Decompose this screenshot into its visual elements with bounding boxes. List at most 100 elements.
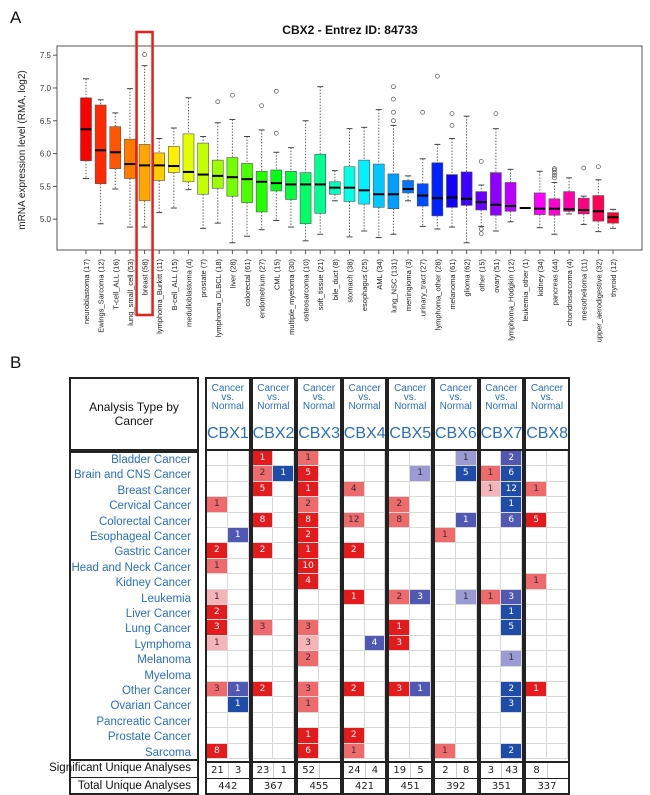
cell-overexpression[interactable]: 2 [252, 466, 274, 482]
cell-overexpression[interactable]: 2 [343, 682, 365, 698]
cell-overexpression[interactable]: 4 [298, 574, 319, 590]
cell-underexpression[interactable]: 1 [455, 512, 477, 528]
cancer-row-label[interactable]: Colorectal Cancer [98, 515, 191, 528]
cell-overexpression[interactable]: 1 [480, 481, 502, 498]
cancer-row-label[interactable]: Head and Neck Cancer [71, 561, 191, 574]
cell-overexpression[interactable]: 8 [207, 743, 228, 759]
cell-overexpression[interactable]: 1 [526, 682, 547, 698]
cell-overexpression[interactable]: 1 [298, 481, 319, 498]
cell-overexpression[interactable]: 1 [343, 589, 365, 605]
cell-underexpression[interactable]: 1 [227, 682, 249, 698]
cell-overexpression[interactable]: 12 [343, 512, 365, 528]
cancer-row-label[interactable]: Liver Cancer [125, 608, 191, 620]
cancer-row-label[interactable]: Lymphoma [134, 638, 191, 651]
gene-header[interactable]: Cancer vs. Normal CBX3 [296, 377, 342, 451]
cell-overexpression[interactable]: 4 [343, 481, 365, 498]
cell-underexpression[interactable]: 1 [501, 497, 523, 513]
cell-overexpression[interactable]: 3 [207, 682, 228, 698]
cell-overexpression[interactable]: 5 [526, 512, 547, 528]
cell-overexpression[interactable]: 1 [526, 481, 547, 498]
gene-header[interactable]: Cancer vs. Normal CBX4 [341, 377, 388, 451]
cell-overexpression[interactable]: 1 [435, 743, 456, 759]
cancer-row-label[interactable]: Pancreatic Cancer [96, 715, 191, 728]
cell-underexpression[interactable]: 2 [501, 743, 523, 759]
cell-overexpression[interactable]: 2 [298, 651, 319, 667]
cell-underexpression[interactable]: 1 [227, 697, 249, 713]
cancer-row-label[interactable]: Kidney Cancer [115, 577, 191, 590]
cancer-row-label[interactable]: Cervical Cancer [109, 500, 191, 513]
cell-overexpression[interactable]: 1 [207, 635, 228, 652]
gene-header[interactable]: Cancer vs. Normal CBX1 [205, 377, 251, 451]
gene-header[interactable]: Cancer vs. Normal CBX7 [478, 377, 525, 451]
cell-overexpression[interactable]: 1 [298, 543, 319, 559]
cancer-row-label[interactable]: Sarcoma [144, 746, 191, 759]
cell-underexpression[interactable]: 3 [501, 589, 523, 605]
cell-overexpression[interactable]: 3 [298, 635, 319, 652]
cancer-row-label[interactable]: Bladder Cancer [111, 454, 191, 466]
cell-overexpression[interactable]: 1 [207, 589, 228, 605]
cell-overexpression[interactable]: 5 [252, 481, 274, 498]
gene-header[interactable]: Cancer vs. Normal CBX6 [433, 377, 479, 451]
gene-header[interactable]: Cancer vs. Normal CBX5 [387, 377, 433, 451]
cell-underexpression[interactable]: 12 [501, 481, 523, 498]
cancer-row-label[interactable]: Ovarian Cancer [110, 700, 191, 713]
cell-overexpression[interactable]: 3 [298, 682, 319, 698]
cell-underexpression[interactable]: 3 [410, 589, 431, 605]
cell-underexpression[interactable]: 1 [455, 451, 477, 467]
cell-overexpression[interactable]: 2 [252, 543, 274, 559]
cell-overexpression[interactable]: 1 [252, 451, 274, 467]
cell-underexpression[interactable]: 2 [501, 451, 523, 467]
cell-overexpression[interactable]: 2 [298, 528, 319, 544]
cell-overexpression[interactable]: 3 [298, 620, 319, 636]
cell-overexpression[interactable]: 8 [298, 512, 319, 528]
cell-underexpression[interactable]: 2 [501, 682, 523, 698]
cell-overexpression[interactable]: 2 [298, 497, 319, 513]
cell-overexpression[interactable]: 1 [207, 558, 228, 575]
cell-overexpression[interactable]: 1 [343, 743, 365, 759]
cell-underexpression[interactable]: 5 [455, 466, 477, 482]
cancer-row-label[interactable]: Lung Cancer [125, 623, 191, 636]
cell-underexpression[interactable]: 1 [273, 466, 295, 482]
cancer-row-label[interactable]: Brain and CNS Cancer [74, 469, 191, 482]
cell-overexpression[interactable]: 1 [526, 574, 547, 590]
cancer-row-label[interactable]: Gastric Cancer [114, 546, 191, 559]
cell-overexpression[interactable]: 1 [298, 697, 319, 713]
cell-overexpression[interactable]: 2 [389, 589, 411, 605]
cell-overexpression[interactable]: 8 [389, 512, 411, 528]
cell-underexpression[interactable]: 6 [501, 512, 523, 528]
cancer-row-label[interactable]: Prostate Cancer [107, 731, 191, 744]
cell-underexpression[interactable]: 1 [501, 651, 523, 667]
cell-overexpression[interactable]: 8 [252, 512, 274, 528]
cell-overexpression[interactable]: 2 [343, 543, 365, 559]
cell-underexpression[interactable]: 1 [501, 605, 523, 621]
cell-overexpression[interactable]: 2 [207, 605, 228, 621]
cell-overexpression[interactable]: 2 [389, 497, 411, 513]
cell-overexpression[interactable]: 1 [480, 466, 502, 482]
cell-overexpression[interactable]: 2 [207, 543, 228, 559]
cell-overexpression[interactable]: 3 [389, 682, 411, 698]
cell-underexpression[interactable]: 1 [410, 466, 431, 482]
cell-overexpression[interactable]: 3 [207, 620, 228, 636]
cancer-row-label[interactable]: Myeloma [144, 669, 191, 682]
cell-underexpression[interactable]: 1 [227, 528, 249, 544]
cell-overexpression[interactable]: 1 [480, 589, 502, 605]
cell-overexpression[interactable]: 2 [343, 728, 365, 744]
cell-overexpression[interactable]: 1 [207, 497, 228, 513]
cell-underexpression[interactable]: 4 [364, 635, 386, 652]
cell-underexpression[interactable]: 3 [501, 697, 523, 713]
cell-underexpression[interactable]: 1 [410, 682, 431, 698]
cell-underexpression[interactable]: 6 [501, 466, 523, 482]
gene-header[interactable]: Cancer vs. Normal CBX8 [524, 377, 570, 451]
cell-overexpression[interactable]: 10 [298, 558, 319, 575]
cell-overexpression[interactable]: 1 [435, 528, 456, 544]
cancer-row-label[interactable]: Melanoma [137, 654, 191, 667]
cell-overexpression[interactable]: 1 [298, 728, 319, 744]
cell-overexpression[interactable]: 3 [389, 635, 411, 652]
cell-overexpression[interactable]: 5 [298, 466, 319, 482]
cancer-row-label[interactable]: Esophageal Cancer [89, 531, 191, 543]
cancer-row-label[interactable]: Breast Cancer [117, 484, 191, 497]
cell-overexpression[interactable]: 2 [252, 682, 274, 698]
gene-header[interactable]: Cancer vs. Normal CBX2 [250, 377, 297, 451]
cell-overexpression[interactable]: 3 [252, 620, 274, 636]
cell-overexpression[interactable]: 1 [298, 451, 319, 467]
